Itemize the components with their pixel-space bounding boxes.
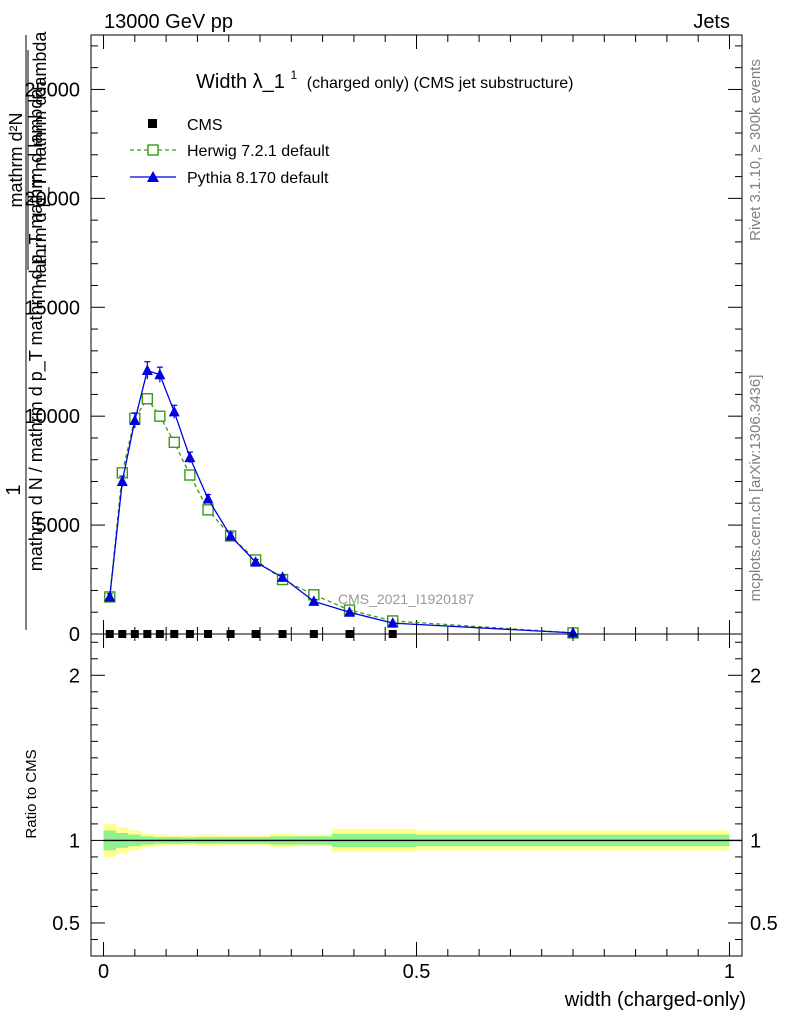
header-process-label: Jets <box>693 11 730 33</box>
rivet-version-label: Rivet 3.1.10, ≥ 300k events <box>747 59 764 241</box>
herwig-point <box>202 504 214 516</box>
herwig-point <box>168 436 180 449</box>
pythia-point <box>184 451 196 463</box>
main-y-tick-label: 15000 <box>24 297 80 319</box>
legend-label-herwig: Herwig 7.2.1 default <box>187 143 330 160</box>
pythia-point <box>250 556 262 567</box>
legend-label-cms: CMS <box>187 117 223 134</box>
main-panel: 0 5000 10000 15000 20000 25000 CMS_2021_I1920… <box>3 31 743 646</box>
mcplots-label: mcplots.cern.ch [arXiv:1306.3436] <box>747 375 764 602</box>
pythia-point <box>387 617 399 628</box>
ratio-panel: 0.5 0.5 1 1 2 2 0 0.5 1 Ratio to CMS width (char… <box>23 633 778 1011</box>
legend-marker-pythia <box>147 171 159 182</box>
ratio-y-tick-label: 2 <box>69 665 80 687</box>
pythia-point <box>202 492 214 504</box>
main-y-tick-label: 20000 <box>24 188 80 210</box>
x-tick-label: 0.5 <box>403 961 431 983</box>
herwig-point <box>154 410 166 422</box>
chart-title: Width λ_1 1 (charged only) (CMS jet subs… <box>196 62 574 93</box>
pythia-point <box>104 590 116 602</box>
pythia-point <box>567 626 579 638</box>
main-y-tick-label: 25000 <box>24 79 80 101</box>
main-y-axis-label: 1 mathrm d N / mathrm d p_T mathrm d p_T… <box>3 35 47 630</box>
ylabel-numerator: 1 <box>3 484 25 495</box>
pythia-point <box>344 606 356 617</box>
legend-label-pythia: Pythia 8.170 default <box>187 170 329 187</box>
pythia-point <box>168 405 180 417</box>
pythia-point <box>308 595 320 606</box>
pythia-point <box>154 368 166 380</box>
ratio-y-axis-label: Ratio to CMS <box>23 749 40 838</box>
pythia-point <box>141 364 153 375</box>
ratio-y-tick-label: 0.5 <box>52 913 80 935</box>
header-energy-label: 13000 GeV pp <box>104 11 233 33</box>
title-suffix: (charged only) (CMS jet substructure) <box>307 75 574 92</box>
legend-marker-cms <box>148 119 157 128</box>
legend-marker-herwig <box>147 144 159 156</box>
pythia-point <box>116 475 128 487</box>
main-y-tick-label: 5000 <box>36 515 81 537</box>
x-axis-label: width (charged-only) <box>564 989 746 1011</box>
ratio-y-tick-label-right: 0.5 <box>750 913 778 935</box>
ratio-frame <box>90 633 743 957</box>
title-main: Width λ_1 <box>196 71 285 93</box>
x-tick-label: 1 <box>724 961 735 983</box>
x-tick-label: 0 <box>98 961 109 983</box>
main-y-tick-label: 0 <box>69 624 80 646</box>
ylabel-inner-denominator: mathrm d p_T mathrm d lambda <box>30 31 51 289</box>
ylabel-denominator: mathrm d N / mathrm d p_T mathrm d p_T m… <box>26 88 47 571</box>
pythia-point <box>129 414 141 426</box>
watermark: CMS_2021_I1920187 <box>338 591 474 607</box>
title-superscript: 1 <box>291 68 298 82</box>
ratio-y-tick-label-right: 1 <box>750 830 761 852</box>
herwig-point <box>141 393 154 405</box>
main-y-tick-label: 10000 <box>24 406 80 428</box>
pythia-point <box>277 571 289 582</box>
herwig-point <box>184 469 196 481</box>
pythia-point <box>225 529 237 541</box>
ratio-y-tick-label-right: 2 <box>750 665 761 687</box>
ylabel-inner-numerator: mathrm d²N <box>6 112 26 207</box>
legend: CMS Herwig 7.2.1 default Pythia 8.170 de… <box>130 117 330 187</box>
main-y-axis-label-inner: mathrm d²N mathrm d p_T mathrm d lambda <box>6 31 51 289</box>
ratio-y-tick-label: 1 <box>69 830 80 852</box>
